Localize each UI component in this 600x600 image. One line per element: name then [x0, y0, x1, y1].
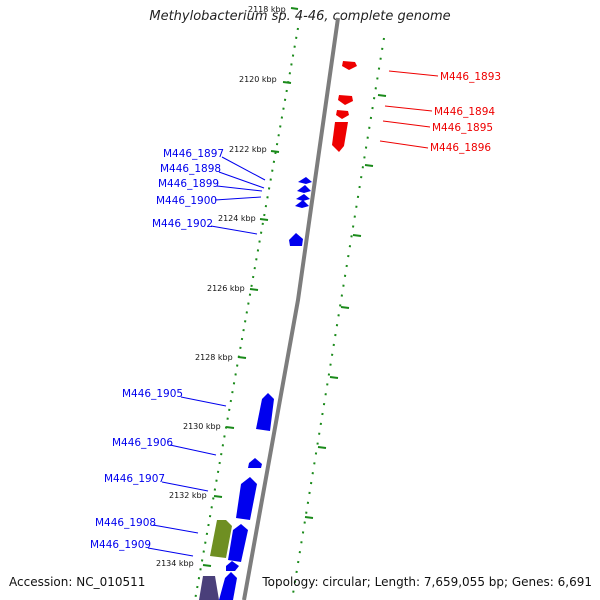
kbp-label: 2132 kbp [169, 491, 207, 500]
kbp-label: 2120 kbp [239, 75, 277, 84]
outer-major-tick [364, 164, 374, 167]
outer-major-tick [304, 516, 314, 519]
gene-label-m446-1895[interactable]: M446_1895 [432, 122, 493, 134]
kbp-label: 2124 kbp [218, 214, 256, 223]
kbp-label: 2128 kbp [195, 353, 233, 362]
gene-label-m446-1896[interactable]: M446_1896 [430, 142, 491, 154]
gene-m446-1905[interactable] [256, 393, 274, 431]
topology-text: Topology: circular; Length: 7,659,055 bp… [262, 575, 592, 589]
leader-line [169, 444, 217, 456]
leader-line [388, 70, 439, 77]
kbp-label: 2126 kbp [207, 284, 245, 293]
kbp-tick-labels: 2118 kbp 2120 kbp 2122 kbp 2124 kbp 2126… [156, 5, 286, 568]
reverse-genes [332, 61, 357, 152]
gene-label-m446-1893[interactable]: M446_1893 [440, 71, 501, 83]
major-tick [225, 426, 235, 429]
reverse-gene-leaders [379, 70, 439, 149]
outer-major-tick [317, 446, 327, 449]
kbp-label: 2134 kbp [156, 559, 194, 568]
accession-text: Accession: NC_010511 [9, 575, 146, 589]
outer-major-tick [377, 94, 387, 97]
gene-bottom-forward[interactable] [219, 572, 237, 600]
gene-m446-1909[interactable] [228, 524, 248, 562]
gene-label-m446-1907[interactable]: M446_1907 [104, 473, 165, 485]
major-tick [259, 218, 269, 221]
leader-line [161, 481, 209, 492]
leader-line [379, 140, 429, 149]
major-tick [237, 356, 247, 359]
forward-gene-leaders [147, 156, 266, 557]
outer-major-tick [340, 306, 350, 309]
gene-label-m446-1897[interactable]: M446_1897 [163, 148, 224, 160]
major-tick [270, 150, 280, 153]
gene-m446-1900[interactable] [295, 200, 309, 208]
leader-line [216, 185, 263, 192]
forward-genes [199, 177, 312, 600]
reverse-gene-labels: M446_1893 M446_1894 M446_1895 M446_1896 [430, 71, 501, 154]
kbp-label: 2122 kbp [229, 145, 267, 154]
gene-m446-1906[interactable] [248, 458, 262, 468]
kbp-label: 2118 kbp [248, 5, 286, 14]
major-tick [213, 495, 223, 498]
major-tick [202, 564, 212, 567]
gene-m446-1902[interactable] [289, 233, 303, 246]
leader-line [221, 156, 266, 181]
feature-bottom-purple[interactable] [199, 576, 219, 600]
gene-label-m446-1908[interactable]: M446_1908 [95, 517, 156, 529]
leader-line [218, 171, 265, 189]
major-tick [249, 288, 259, 291]
leader-line [180, 396, 227, 407]
outer-major-tick [352, 234, 362, 237]
gene-m446-1893[interactable] [342, 61, 357, 70]
gene-m446-1897[interactable] [298, 177, 312, 184]
gene-label-m446-1906[interactable]: M446_1906 [112, 437, 173, 449]
gene-small-feature[interactable] [226, 561, 239, 571]
gene-m446-1907[interactable] [236, 477, 257, 520]
major-tick [290, 7, 299, 10]
leader-line [382, 120, 431, 128]
gene-m446-1908[interactable] [210, 520, 232, 558]
map-title: Methylobacterium sp. 4-46, complete geno… [149, 9, 451, 24]
leader-line [147, 547, 194, 557]
leader-line [384, 105, 433, 112]
gene-label-m446-1899[interactable]: M446_1899 [158, 178, 219, 190]
kbp-label: 2130 kbp [183, 422, 221, 431]
gene-label-m446-1905[interactable]: M446_1905 [122, 388, 183, 400]
gene-m446-1896[interactable] [332, 122, 348, 152]
gene-label-m446-1902[interactable]: M446_1902 [152, 218, 213, 230]
genome-backbone [242, 17, 340, 600]
leader-line [214, 196, 262, 201]
gene-m446-1894[interactable] [338, 95, 353, 105]
gene-m446-1895[interactable] [336, 110, 349, 119]
gene-label-m446-1909[interactable]: M446_1909 [90, 539, 151, 551]
leader-line [152, 524, 199, 534]
forward-gene-labels: M446_1897 M446_1898 M446_1899 M446_1900 … [90, 148, 224, 551]
leader-line [210, 225, 258, 235]
gene-label-m446-1894[interactable]: M446_1894 [434, 106, 495, 118]
gene-m446-1899[interactable] [296, 194, 310, 201]
gene-m446-1898[interactable] [297, 185, 311, 193]
gene-label-m446-1898[interactable]: M446_1898 [160, 163, 221, 175]
gene-label-m446-1900[interactable]: M446_1900 [156, 195, 217, 207]
outer-major-tick [329, 376, 339, 379]
kbp-major-ticks [202, 7, 387, 567]
major-tick [282, 81, 292, 84]
